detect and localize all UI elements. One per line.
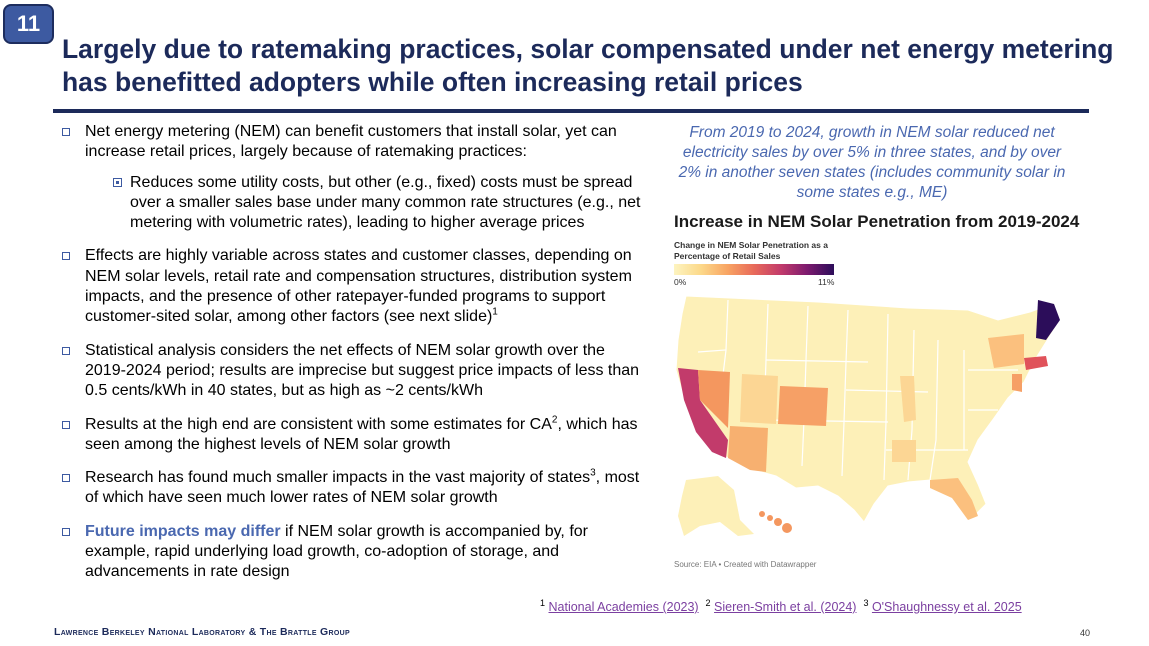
state-california xyxy=(678,368,728,458)
legend-color-scale xyxy=(674,264,834,275)
square-bullet-icon xyxy=(62,420,70,429)
footnote-ref: 1 xyxy=(492,307,498,319)
us-choropleth-map xyxy=(675,295,1061,536)
square-bullet-icon xyxy=(62,128,70,136)
state-arkansas xyxy=(892,440,916,462)
slide-title: Largely due to ratemaking practices, sol… xyxy=(62,34,1114,97)
state-colorado xyxy=(778,386,828,426)
footnote-link-oshaughnessy[interactable]: O'Shaughnessy et al. 2025 xyxy=(871,600,1022,614)
page-number: 40 xyxy=(1080,628,1091,638)
footer-organization: Lawrence Berkeley National Laboratory & … xyxy=(54,626,350,638)
footnote-ref: 2 xyxy=(551,414,558,426)
bullet-text: Effects are highly variable across state… xyxy=(85,247,632,326)
state-alaska xyxy=(678,476,754,536)
bullet-text-cont: , which has seen among the highest level… xyxy=(85,415,638,453)
footnote-number: 2 xyxy=(705,597,711,608)
us-mainland xyxy=(675,295,1061,523)
filled-square-bullet-icon xyxy=(113,177,122,187)
legend-min-label: 0% xyxy=(674,277,687,287)
sub-bullet-text: Reduces some utility costs, but other (e… xyxy=(130,173,641,232)
state-maine xyxy=(1036,300,1060,340)
bullet-text: Research has found much smaller impacts … xyxy=(85,469,591,487)
callout-text: From 2019 to 2024, growth in NEM solar r… xyxy=(678,124,1066,201)
footnote-link-sieren-smith[interactable]: Sieren-Smith et al. (2024) xyxy=(714,600,857,614)
state-utah xyxy=(740,374,778,424)
footnote-number: 1 xyxy=(540,597,546,608)
square-bullet-icon xyxy=(62,527,70,536)
bullet-item: Results at the high end are consistent w… xyxy=(62,415,642,456)
footnotes: 1 National Academies (2023) 2 Sieren-Smi… xyxy=(540,597,1022,614)
bullet-item: Net energy metering (NEM) can benefit cu… xyxy=(62,122,642,233)
title-divider xyxy=(53,109,1089,113)
legend-max-label: 11% xyxy=(818,277,835,287)
square-bullet-icon xyxy=(62,252,70,261)
map-source: Source: EIA • Created with Datawrapper xyxy=(674,560,817,569)
state-new-york xyxy=(988,334,1024,368)
bullet-list: Net energy metering (NEM) can benefit cu… xyxy=(62,122,642,596)
state-hawaii xyxy=(759,511,792,533)
state-illinois xyxy=(900,376,916,422)
bullet-text-cont: , most of which have seen much lower rat… xyxy=(85,469,640,507)
state-massachusetts xyxy=(1024,356,1048,370)
footnote-ref: 3 xyxy=(590,467,596,479)
footnote-number: 3 xyxy=(863,597,869,608)
bullet-item: Research has found much smaller impacts … xyxy=(62,468,642,509)
footnote-link-national-academies[interactable]: National Academies (2023) xyxy=(548,600,699,614)
state-nevada xyxy=(698,370,730,428)
square-bullet-icon xyxy=(62,474,70,483)
bullet-item: Effects are highly variable across state… xyxy=(62,246,642,327)
bullet-text: Net energy metering (NEM) can benefit cu… xyxy=(85,123,617,161)
square-bullet-icon xyxy=(62,346,70,355)
state-florida xyxy=(930,478,978,520)
bullet-text: if NEM solar growth is accompanied by, f… xyxy=(85,522,588,581)
slide-number-badge: 11 xyxy=(3,4,54,44)
state-new-jersey xyxy=(1012,374,1022,392)
bullet-text: Statistical analysis considers the net e… xyxy=(85,341,640,400)
state-arizona xyxy=(728,426,768,472)
legend-title: Change in NEM Solar Penetration as a Per… xyxy=(674,240,828,261)
bullet-item: Statistical analysis considers the net e… xyxy=(62,341,642,402)
highlight-text: Future impacts may differ xyxy=(85,522,281,540)
bullet-item: Future impacts may differ if NEM solar g… xyxy=(62,522,642,583)
bullet-text: Results at the high end are consistent w… xyxy=(85,415,552,433)
sub-bullet-item: Reduces some utility costs, but other (e… xyxy=(85,173,642,234)
map-title: Increase in NEM Solar Penetration from 2… xyxy=(674,212,1080,231)
